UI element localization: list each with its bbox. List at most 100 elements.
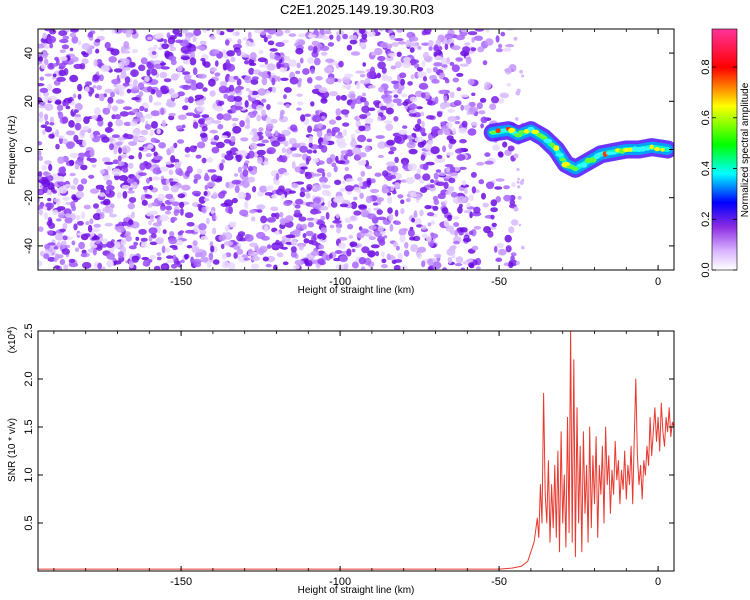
- noise-blob: [302, 68, 310, 75]
- noise-blob: [467, 128, 477, 136]
- noise-blob: [154, 34, 163, 39]
- noise-blob: [381, 251, 385, 258]
- noise-blob: [175, 125, 184, 130]
- noise-blob: [482, 202, 489, 208]
- noise-blob: [196, 168, 203, 174]
- noise-blob: [102, 238, 108, 244]
- noise-blob: [419, 209, 424, 217]
- noise-blob: [310, 101, 315, 107]
- noise-blob: [93, 203, 99, 209]
- noise-blob: [439, 89, 449, 95]
- noise-blob: [452, 175, 459, 179]
- noise-blob: [256, 104, 264, 111]
- noise-blob: [183, 60, 191, 65]
- noise-blob: [79, 63, 86, 70]
- noise-blob: [312, 158, 320, 163]
- noise-blob: [159, 214, 169, 222]
- noise-blob: [380, 42, 389, 49]
- noise-blob: [242, 36, 248, 41]
- noise-blob: [393, 259, 403, 263]
- noise-blob: [202, 29, 208, 33]
- noise-blob: [182, 71, 191, 76]
- noise-blob: [368, 225, 377, 231]
- noise-blob: [233, 245, 241, 251]
- noise-blob: [283, 140, 289, 147]
- noise-blob: [313, 217, 318, 223]
- noise-blob: [47, 256, 56, 262]
- noise-blob: [350, 201, 358, 210]
- noise-blob: [321, 171, 326, 178]
- noise-blob: [456, 154, 466, 161]
- noise-blob: [438, 158, 446, 163]
- noise-blob: [356, 120, 361, 127]
- noise-blob: [235, 106, 244, 110]
- noise-blob: [441, 64, 448, 68]
- noise-blob: [201, 114, 210, 118]
- noise-blob: [189, 57, 197, 66]
- noise-blob: [365, 165, 372, 170]
- noise-blob: [447, 256, 453, 264]
- noise-blob: [120, 238, 127, 246]
- noise-blob: [212, 49, 220, 55]
- noise-blob: [349, 241, 358, 247]
- noise-blob: [478, 179, 485, 185]
- noise-blob: [160, 107, 165, 116]
- noise-blob: [515, 117, 519, 121]
- noise-blob: [49, 29, 57, 35]
- noise-blob: [471, 92, 476, 97]
- noise-blob: [180, 29, 189, 34]
- noise-blob: [199, 229, 207, 235]
- noise-blob: [56, 175, 65, 182]
- noise-blob: [470, 121, 478, 127]
- noise-blob: [38, 91, 42, 99]
- snr-y-axis-label: SNR (10 * v/v): [7, 418, 18, 482]
- noise-blob: [119, 58, 126, 62]
- noise-blob: [360, 97, 367, 103]
- noise-blob: [141, 256, 149, 261]
- noise-blob: [399, 234, 406, 243]
- noise-blob: [327, 200, 332, 208]
- noise-blob: [455, 256, 464, 264]
- noise-blob: [361, 246, 370, 254]
- noise-blob: [503, 194, 512, 202]
- noise-blob: [279, 111, 284, 120]
- noise-blob: [415, 219, 422, 224]
- noise-blob: [93, 223, 102, 228]
- x-tick-label: -150: [170, 576, 192, 588]
- noise-blob: [250, 78, 259, 85]
- noise-blob: [312, 184, 322, 192]
- noise-blob: [216, 29, 221, 35]
- noise-blob: [307, 45, 314, 51]
- colorbar-ticks: 0.0 0.2 0.4 0.6 0.8: [700, 59, 737, 278]
- noise-blob: [71, 194, 77, 201]
- noise-blob: [249, 209, 256, 214]
- y-tick-label: -40: [23, 238, 35, 254]
- noise-blob: [424, 205, 432, 210]
- noise-blob: [201, 157, 207, 164]
- noise-blob: [457, 206, 463, 214]
- noise-blob: [149, 214, 155, 223]
- noise-blob: [467, 78, 475, 86]
- noise-blob: [215, 141, 225, 149]
- noise-blob: [307, 77, 313, 84]
- noise-blob: [339, 203, 349, 208]
- noise-blob: [256, 231, 266, 239]
- noise-blob: [365, 195, 373, 204]
- noise-blob: [219, 81, 228, 87]
- noise-blob: [82, 125, 90, 131]
- noise-blob: [212, 259, 220, 265]
- noise-blob: [192, 113, 201, 119]
- noise-blob: [453, 240, 460, 245]
- heatmap-panel: -150 -100 -50 0 -40 -20 0 20 40 Height of strai…: [7, 28, 675, 296]
- noise-blob: [105, 241, 115, 249]
- noise-blob: [104, 161, 114, 165]
- snr-series-line: [38, 331, 674, 570]
- noise-blob: [159, 166, 169, 172]
- noise-blob: [84, 233, 91, 238]
- noise-blob: [517, 177, 520, 181]
- noise-blob: [38, 83, 45, 87]
- noise-blob: [128, 187, 133, 191]
- noise-blob: [119, 111, 129, 117]
- noise-blob: [139, 162, 146, 171]
- noise-blob: [308, 135, 314, 141]
